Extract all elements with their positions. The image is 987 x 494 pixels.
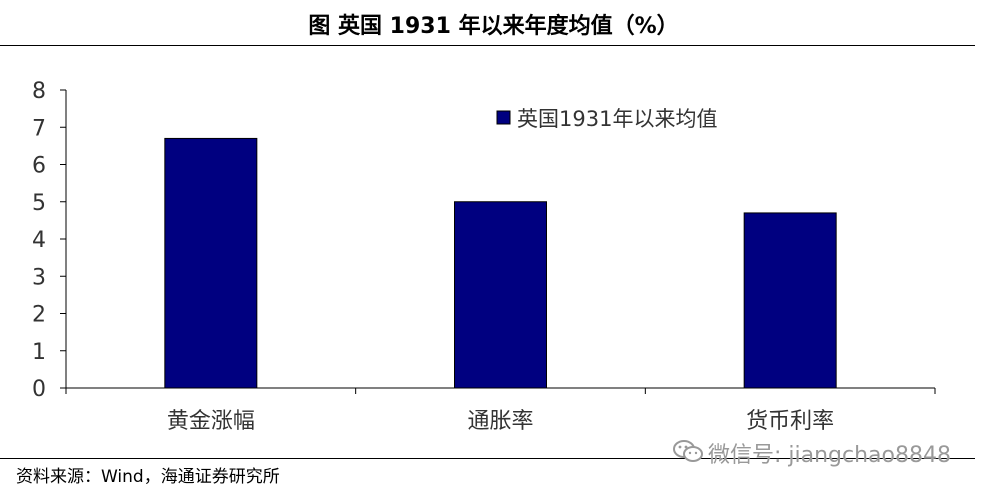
watermark-text: 微信号: jiangchao8848 [708, 443, 951, 468]
x-axis-labels: 黄金涨幅 通胀率 货币利率 [167, 409, 834, 434]
bar [164, 137, 258, 389]
watermark: 微信号: jiangchao8848 [672, 436, 962, 468]
y-tick-label: 4 [32, 228, 46, 253]
bar-chart: 0 1 2 3 4 5 6 7 8 黄金涨幅 通胀率 货币利率 英国1931年以来均值 [32, 79, 936, 434]
y-tick-label: 3 [32, 265, 46, 290]
x-category-label: 通胀率 [467, 409, 533, 434]
legend: 英国1931年以来均值 [496, 107, 717, 131]
x-category-label: 货币利率 [746, 409, 834, 434]
bottom-rule [0, 458, 975, 459]
title-bar: 图 英国 1931 年以来年度均值（%） [0, 0, 987, 46]
y-tick-label: 5 [32, 191, 46, 216]
page-title: 图 英国 1931 年以来年度均值（%） [308, 14, 679, 39]
y-axis-ticks: 0 1 2 3 4 5 6 7 8 [32, 79, 66, 402]
y-tick-label: 7 [32, 116, 46, 141]
legend-swatch [496, 110, 511, 125]
wechat-icon [673, 440, 703, 462]
bars [164, 137, 837, 389]
top-rule [0, 45, 975, 46]
bar [454, 201, 547, 389]
axes [65, 90, 936, 394]
y-tick-label: 2 [32, 303, 46, 328]
y-tick-label: 8 [32, 79, 46, 104]
bar [743, 212, 837, 389]
source-note: 资料来源：Wind，海通证券研究所 [16, 467, 280, 487]
y-tick-label: 0 [32, 377, 46, 402]
legend-label: 英国1931年以来均值 [517, 107, 717, 131]
y-tick-label: 6 [32, 154, 46, 179]
y-tick-label: 1 [32, 340, 46, 365]
x-category-label: 黄金涨幅 [167, 409, 255, 434]
